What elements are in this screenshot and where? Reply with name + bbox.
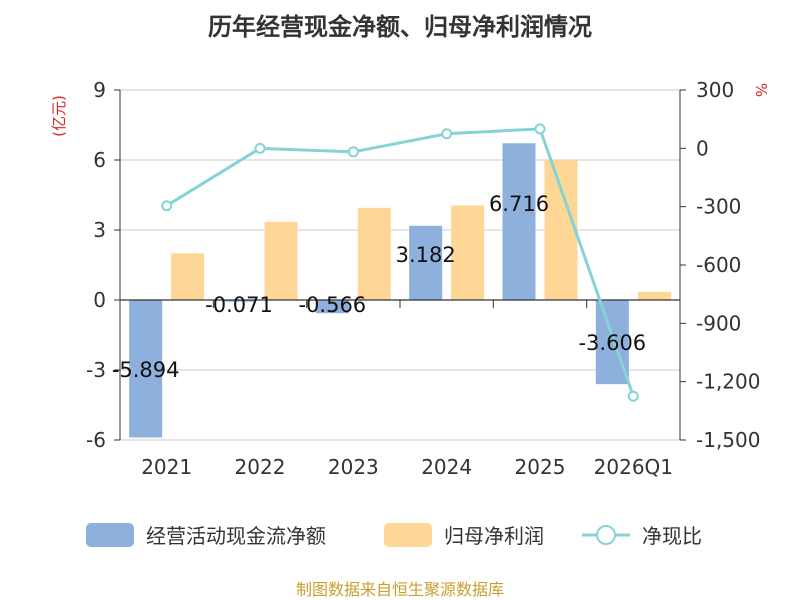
legend-label-cash-ratio: 净现比 — [642, 524, 702, 548]
bar-net-profit-2026Q1 — [637, 291, 671, 300]
right-axis-unit-label: % — [752, 83, 770, 97]
bar-net-profit-2022 — [264, 221, 298, 300]
line-layer — [161, 123, 639, 402]
right-axis-tick-label: -900 — [696, 311, 741, 335]
legend-label-cashflow: 经营活动现金流净额 — [146, 524, 326, 548]
bar-cashflow-2024 — [409, 225, 443, 300]
point-cash-ratio-2023 — [347, 146, 359, 158]
point-cash-ratio-2022 — [254, 142, 266, 154]
right-axis-tick-label: -600 — [696, 253, 741, 277]
bar-cashflow-2021 — [129, 300, 163, 438]
bar-cashflow-2022 — [222, 300, 256, 302]
source-note: 制图数据来自恒生聚源数据库 — [296, 580, 504, 599]
legend-label-net-profit: 归母净利润 — [444, 524, 544, 548]
bar-net-profit-2021 — [171, 253, 205, 300]
x-axis-tick-label-2026Q1: 2026Q1 — [594, 455, 673, 479]
legend-swatch-net-profit — [384, 523, 432, 547]
right-axis-tick-label: 0 — [696, 136, 709, 160]
data-label-cashflow-2023: -0.566 — [298, 293, 366, 317]
legend-item-cashflow[interactable]: 经营活动现金流净额 — [86, 523, 326, 548]
bar-layer — [129, 143, 671, 438]
data-label-cashflow-2024: 3.182 — [396, 243, 456, 267]
x-axis-tick-label-2021: 2021 — [141, 455, 192, 479]
legend-item-net-profit[interactable]: 归母净利润 — [384, 523, 544, 548]
right-axis-tick-label: -1,500 — [696, 428, 760, 452]
data-label-cashflow-2021: -5.894 — [112, 358, 180, 382]
point-cash-ratio-2026Q1 — [627, 390, 639, 402]
x-axis-tick-label-2024: 2024 — [421, 455, 472, 479]
left-axis-tick-label: -6 — [86, 428, 106, 452]
line-cash-ratio — [165, 127, 635, 397]
grid-layer — [120, 89, 680, 441]
left-axis-tick-label: -3 — [86, 358, 106, 382]
point-cash-ratio-2025 — [534, 123, 546, 135]
data-label-cashflow-2022: -0.071 — [205, 293, 273, 317]
left-axis-unit-label: (亿元) — [50, 95, 68, 137]
left-axis-tick-label: 0 — [93, 288, 106, 312]
bar-cashflow-2025 — [502, 143, 536, 300]
left-axis-tick-label: 6 — [93, 148, 106, 172]
x-axis-tick-label-2022: 2022 — [235, 455, 286, 479]
left-axis-tick-label: 3 — [93, 218, 106, 242]
bar-net-profit-2025 — [544, 160, 578, 300]
point-cash-ratio-2024 — [441, 128, 453, 140]
legend-marker-cash-ratio — [596, 525, 616, 545]
data-label-cashflow-2026Q1: -3.606 — [578, 331, 646, 355]
right-axis-tick-label: 300 — [696, 78, 734, 102]
x-axis-tick-label-2025: 2025 — [515, 455, 566, 479]
legend-swatch-cashflow — [86, 523, 134, 547]
bar-cashflow-2023 — [315, 300, 349, 314]
point-cash-ratio-2021 — [161, 200, 173, 212]
chart-title: 历年经营现金净额、归母净利润情况 — [208, 13, 592, 41]
label-layer: -5.894 -0.071 -0.566 3.182 6.716 -3.606 — [112, 192, 646, 382]
right-axis-tick-label: -300 — [696, 195, 741, 219]
legend-item-cash-ratio[interactable]: 净现比 — [582, 524, 702, 548]
x-axis-tick-label-2023: 2023 — [328, 455, 379, 479]
data-label-cashflow-2025: 6.716 — [489, 192, 549, 216]
right-axis-tick-label: -1,200 — [696, 370, 760, 394]
legend: 经营活动现金流净额 归母净利润 净现比 — [86, 523, 702, 548]
axis-layer: 9 6 3 0 -3 -6 300 0 -300 -600 -900 -1,200 -1,500 2021… — [86, 78, 760, 479]
bar-net-profit-2024 — [451, 205, 485, 300]
left-axis-tick-label: 9 — [93, 78, 106, 102]
bar-net-profit-2023 — [357, 207, 391, 300]
